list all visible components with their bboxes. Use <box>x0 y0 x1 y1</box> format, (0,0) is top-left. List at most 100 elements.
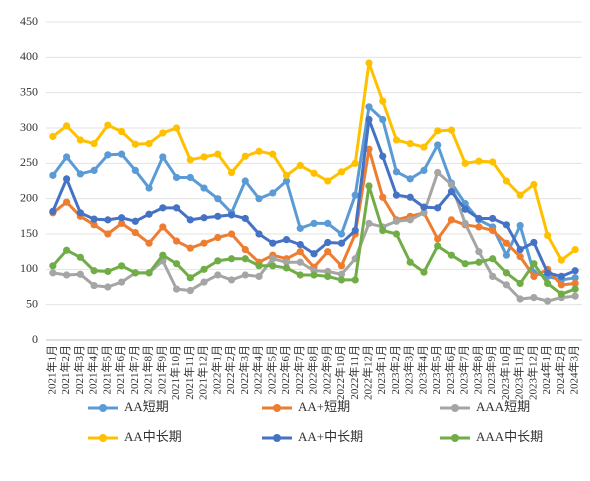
data-point <box>63 246 71 254</box>
data-point <box>76 136 84 144</box>
data-point <box>502 281 511 289</box>
x-tick-label: 2021年9月 <box>154 345 168 395</box>
data-point <box>117 127 126 136</box>
x-tick-label: 2022年11月 <box>347 345 361 400</box>
data-point <box>310 169 318 177</box>
legend-marker <box>451 434 459 442</box>
data-point <box>351 226 359 235</box>
data-point <box>104 216 112 224</box>
data-point <box>392 191 401 199</box>
data-point <box>186 173 194 182</box>
data-point <box>489 255 497 263</box>
data-point <box>365 145 373 153</box>
data-point <box>200 184 208 192</box>
data-point <box>516 295 524 303</box>
data-point <box>447 216 456 224</box>
data-point <box>131 140 139 148</box>
x-tick-label: 2021年2月 <box>58 345 72 395</box>
data-point <box>351 159 359 167</box>
data-point <box>379 115 387 124</box>
data-point <box>76 170 84 178</box>
data-point <box>406 175 414 183</box>
x-tick-label: 2021年10月 <box>168 345 182 400</box>
data-point <box>310 219 318 227</box>
y-tick-label: 350 <box>20 84 38 98</box>
data-point <box>365 182 373 190</box>
data-point <box>63 198 71 206</box>
data-point <box>530 260 538 268</box>
y-tick-label: 250 <box>20 155 38 169</box>
data-point <box>406 139 414 148</box>
data-point <box>145 269 153 277</box>
x-tick-label: 2023年12月 <box>525 345 539 400</box>
legend-marker <box>273 404 281 412</box>
data-point <box>365 219 373 227</box>
data-point <box>296 258 304 266</box>
data-point <box>516 245 524 254</box>
data-point <box>489 158 497 166</box>
data-point <box>282 171 291 179</box>
y-tick-label: 400 <box>20 49 38 63</box>
data-point <box>145 210 153 218</box>
x-tick-label: 2021年6月 <box>113 345 127 395</box>
data-point <box>489 272 497 280</box>
data-point <box>282 236 291 244</box>
data-point <box>392 230 401 238</box>
x-tick-label: 2023年4月 <box>415 345 429 395</box>
x-tick-label: 2023年8月 <box>470 345 484 395</box>
data-point <box>434 242 442 250</box>
data-point <box>392 136 401 144</box>
data-point <box>282 177 291 185</box>
data-point <box>337 276 346 284</box>
x-tick-label: 2022年5月 <box>264 345 278 395</box>
data-point <box>475 248 483 256</box>
data-point <box>227 230 236 238</box>
data-point <box>200 214 208 222</box>
data-point <box>255 262 263 270</box>
x-tick-label: 2023年1月 <box>374 345 388 395</box>
data-point <box>63 271 71 279</box>
data-point <box>227 255 236 263</box>
x-tick-label: 2022年12月 <box>361 345 375 400</box>
data-point <box>502 177 511 185</box>
data-point <box>117 214 126 222</box>
data-point <box>241 177 249 185</box>
data-point <box>104 267 112 276</box>
data-point <box>296 248 304 256</box>
data-point <box>172 124 181 132</box>
x-tick-label: 2023年5月 <box>429 345 443 395</box>
x-tick-label: 2022年1月 <box>209 345 223 395</box>
data-point <box>337 270 346 278</box>
data-point <box>337 239 346 247</box>
data-point <box>241 255 249 263</box>
data-point <box>516 279 524 288</box>
data-point <box>104 151 112 159</box>
data-point <box>379 226 387 235</box>
data-point <box>49 132 57 141</box>
data-point <box>131 166 139 174</box>
data-point <box>159 153 167 161</box>
data-point <box>434 235 442 243</box>
legend-label: AAA中长期 <box>476 429 543 444</box>
data-point <box>159 223 167 231</box>
data-point <box>557 281 565 289</box>
x-tick-label: 2021年12月 <box>196 345 210 400</box>
legend-marker <box>99 404 107 412</box>
data-point <box>255 195 263 203</box>
data-point <box>49 262 57 270</box>
data-point <box>461 260 469 268</box>
data-point <box>172 237 181 245</box>
data-point <box>351 191 359 199</box>
data-point <box>200 153 208 161</box>
x-tick-label: 2024年3月 <box>567 345 581 395</box>
data-point <box>544 297 552 305</box>
x-tick-label: 2022年7月 <box>292 345 306 395</box>
x-tick-label: 2023年9月 <box>484 345 498 395</box>
data-point <box>447 251 456 259</box>
data-point <box>420 203 428 211</box>
legend-label: AAA短期 <box>476 399 530 414</box>
data-point <box>571 274 579 282</box>
data-point <box>489 214 497 223</box>
data-point <box>63 153 71 161</box>
